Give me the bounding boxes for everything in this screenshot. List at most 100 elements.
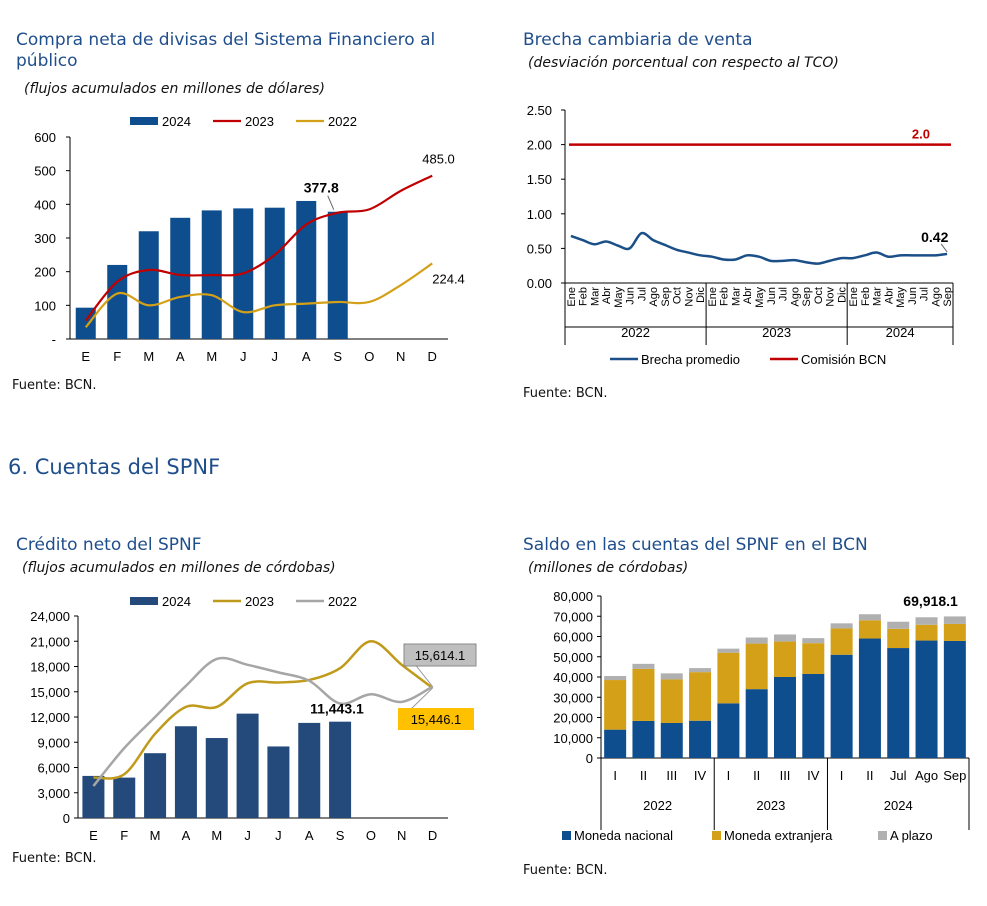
chart1-x-tick-label: D <box>428 349 437 364</box>
chart2-y-tick-label: 0.00 <box>527 276 552 291</box>
chart4-year-label: 2022 <box>643 798 672 813</box>
chart4-annotation: 69,918.1 <box>903 593 958 609</box>
chart1-y-tick-label: 600 <box>34 130 56 145</box>
chart4-bar-segment <box>887 621 910 629</box>
chart4-y-tick-label: 50,000 <box>553 650 593 665</box>
chart1-line-2022 <box>84 262 433 328</box>
chart2-x-tick-label: Jul <box>636 287 648 301</box>
chart1-x-tick-label: J <box>240 349 247 364</box>
chart2-x-tick-label: Jul <box>778 287 790 301</box>
chart1-legend-label: 2024 <box>162 114 191 129</box>
chart2-year-label: 2023 <box>762 325 791 340</box>
chart4-bar-segment <box>604 675 627 681</box>
chart1-y-tick-label: 400 <box>34 197 56 212</box>
chart4-x-tick-label: IV <box>807 768 820 783</box>
chart4-bar-segment <box>830 623 853 629</box>
chart3-annotation-box <box>398 708 474 730</box>
chart1-subtitle: (flujos acumulados en millones de dólare… <box>24 81 325 97</box>
chart1-x-tick-label: M <box>143 349 154 364</box>
chart3-legend-label: 2024 <box>162 594 191 609</box>
chart1-source: Fuente: BCN. <box>12 378 97 393</box>
chart1-bar-2024 <box>327 211 348 339</box>
chart4-bar-segment <box>660 679 683 723</box>
chart2-source: Fuente: BCN. <box>523 386 608 401</box>
chart2-x-tick-label: Ago <box>789 287 801 307</box>
chart3-x-tick-label: J <box>244 828 251 843</box>
chart2-y-tick-label: 1.50 <box>527 172 552 187</box>
chart1-bar-2024 <box>138 231 159 339</box>
chart4-bar-segment <box>604 729 627 758</box>
chart1-y-tick-label: 500 <box>34 164 56 179</box>
chart2-x-tick-label: Ago <box>930 287 942 307</box>
chart4-bar-segment <box>604 680 627 730</box>
chart3-x-tick-label: A <box>305 828 314 843</box>
chart1-x-tick-label: A <box>176 349 185 364</box>
chart1-annotation: 224.4 <box>432 271 465 286</box>
chart1-x-tick-label: S <box>333 349 342 364</box>
chart4-y-tick-label: 20,000 <box>553 711 593 726</box>
chart2-x-tick-label: Ago <box>648 287 660 307</box>
chart4-bar-segment <box>717 652 740 704</box>
chart3-annotation-box <box>403 643 477 667</box>
chart2-annotation: 2.0 <box>912 127 930 142</box>
chart3-x-tick-label: D <box>428 828 437 843</box>
chart3-y-tick-label: 24,000 <box>30 609 70 624</box>
chart3-y-tick-label: 0 <box>63 811 70 826</box>
chart3-x-tick-label: O <box>366 828 376 843</box>
chart4-bar-segment <box>745 643 768 690</box>
chart2-legend-label: Comisión BCN <box>801 352 886 367</box>
chart3-bar-2024 <box>236 713 259 818</box>
chart4-bar-segment <box>717 648 740 653</box>
chart4-bar-segment <box>774 677 796 758</box>
chart4-x-tick-label: II <box>866 768 873 783</box>
chart4-bar-segment <box>660 722 683 758</box>
chart4-x-tick-label: Ago <box>915 768 938 783</box>
chart1-annotation: 377.8 <box>304 180 339 196</box>
chart3-bar-2024 <box>298 722 321 818</box>
chart4-legend-label: Moneda nacional <box>574 828 673 843</box>
chart2-x-tick-label: Dic <box>836 287 848 303</box>
chart4-bar-segment <box>943 616 966 624</box>
chart3-bar-2024 <box>113 777 136 818</box>
chart4-legend-label: Moneda extranjera <box>724 828 833 843</box>
chart2-x-tick-label: Abr <box>883 287 895 304</box>
chart3-x-tick-label: J <box>275 828 282 843</box>
chart4-y-tick-label: 80,000 <box>553 589 593 604</box>
chart4-title: Saldo en las cuentas del SPNF en el BCN <box>523 535 868 555</box>
chart4-plot: 0 10,000 20,000 30,000 40,000 50,000 60,000 70,… <box>553 589 970 843</box>
chart3-line-2022 <box>92 656 434 787</box>
chart3-annotation-leader <box>409 687 433 711</box>
chart1-bar-2024 <box>107 264 128 339</box>
chart4-bar-segment <box>858 614 881 621</box>
chart3-y-tick-label: 9,000 <box>37 735 70 750</box>
chart4-x-tick-label: II <box>753 768 760 783</box>
chart3-bar-2024 <box>205 738 228 818</box>
chart1-x-tick-label: A <box>302 349 311 364</box>
chart4-x-tick-label: Sep <box>943 768 966 783</box>
chart1-bar-2024 <box>264 207 285 339</box>
chart2-x-tick-label: Jun <box>625 287 637 305</box>
chart4-bar-segment <box>858 638 881 758</box>
chart2-x-tick-label: Sep <box>660 287 672 307</box>
section-heading: 6. Cuentas del SPNF <box>8 455 221 479</box>
chart3-subtitle: (flujos acumulados en millones de córdob… <box>22 560 336 576</box>
chart3-x-tick-label: M <box>211 828 222 843</box>
chart1-legend-label: 2023 <box>245 114 274 129</box>
chart2-x-tick-label: Ene <box>566 287 578 307</box>
chart4-y-tick-label: 70,000 <box>553 609 593 624</box>
chart4-bar-segment <box>830 654 853 758</box>
chart3-x-tick-label: E <box>89 828 98 843</box>
chart2-x-tick-label: Abr <box>601 287 613 304</box>
chart1-y-tick-label: 300 <box>34 231 56 246</box>
chart1-legend-swatch <box>130 117 158 125</box>
chart4-x-tick-label: I <box>727 768 731 783</box>
chart4-x-tick-label: III <box>666 768 677 783</box>
chart4-bar-segment <box>717 703 740 758</box>
chart4-legend-label: A plazo <box>890 828 933 843</box>
chart2-x-tick-label: Ene <box>707 287 719 307</box>
chart3-y-tick-label: 21,000 <box>30 634 70 649</box>
chart3-x-tick-label: S <box>336 828 345 843</box>
chart2-x-tick-label: Sep <box>942 287 954 307</box>
chart2-title: Brecha cambiaria de venta <box>523 30 753 50</box>
chart2-y-tick-label: 2.00 <box>527 138 552 153</box>
